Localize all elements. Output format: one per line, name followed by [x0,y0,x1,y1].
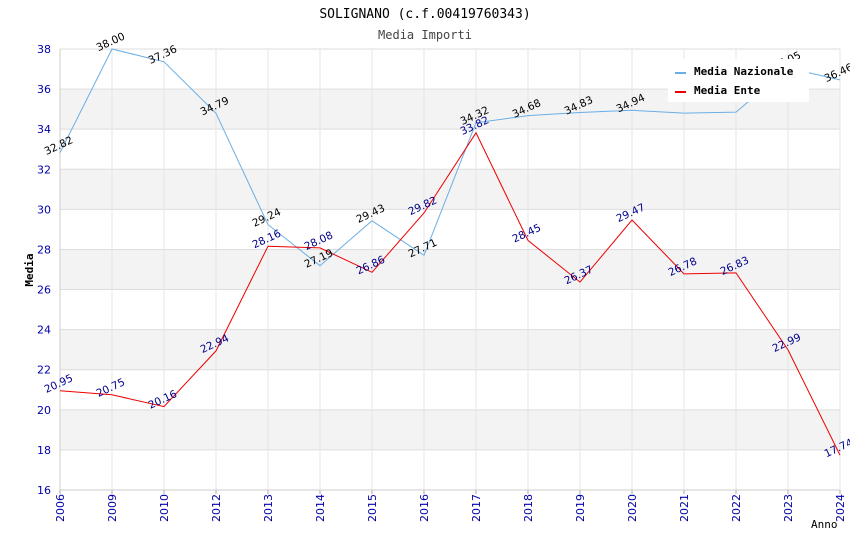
x-tick-label: 2022 [730,494,743,522]
grid-band [60,409,840,450]
legend: Media Nazionale Media Ente [668,59,809,102]
chart-subtitle: Media Importi [378,28,472,42]
grid-band [60,449,840,490]
grid-band [60,329,840,370]
series-line-media-ente [59,131,841,456]
y-tick-label: 32 [37,163,51,176]
y-tick-label: 38 [37,43,51,56]
series-lines [59,48,841,456]
x-tick-label: 2018 [522,494,535,522]
grid-band [60,209,840,250]
y-axis-label: Media [23,253,36,286]
y-tick-label: 28 [37,243,51,256]
x-tick-label: 2010 [158,494,171,522]
y-tick-label: 30 [37,203,51,216]
x-tick-labels: 2006 2009 2010 2012 2013 2014 2015 2016 2017 2018… [54,494,847,522]
y-tick-label: 34 [37,123,51,136]
y-tick-label: 36 [37,83,51,96]
x-tick-label: 2013 [262,494,275,522]
grid-band [60,129,840,170]
x-tick-label: 2023 [782,494,795,522]
x-tick-label: 2014 [314,494,327,522]
grid-band [60,289,840,330]
x-tick-label: 2015 [366,494,379,522]
x-axis-label: Anno [811,518,838,531]
chart-title: SOLIGNANO (c.f.00419760343) [319,7,530,22]
x-tick-label: 2024 [834,494,847,522]
y-tick-label: 18 [37,444,51,457]
x-tick-label: 2009 [106,494,119,522]
legend-box [668,59,809,102]
x-tick-label: 2019 [574,494,587,522]
grid-bands [60,49,840,490]
x-tick-label: 2021 [678,494,691,522]
legend-label-media-ente: Media Ente [694,84,761,97]
grid-band [60,249,840,290]
legend-label-media-nazionale: Media Nazionale [694,65,794,78]
y-tick-label: 16 [37,484,51,497]
y-tick-label: 20 [37,404,51,417]
x-tick-label: 2006 [54,494,67,522]
grid-band [60,369,840,410]
x-tick-label: 2020 [626,494,639,522]
x-tick-label: 2016 [418,494,431,522]
x-tick-label: 2017 [470,494,483,522]
series-line-media-nazionale [59,48,841,267]
y-tick-label: 24 [37,324,51,337]
y-tick-label: 22 [37,364,51,377]
y-tick-label: 26 [37,284,51,297]
x-tick-label: 2012 [210,494,223,522]
y-tick-labels: 16 18 20 22 24 26 28 30 32 34 36 38 [37,43,51,497]
